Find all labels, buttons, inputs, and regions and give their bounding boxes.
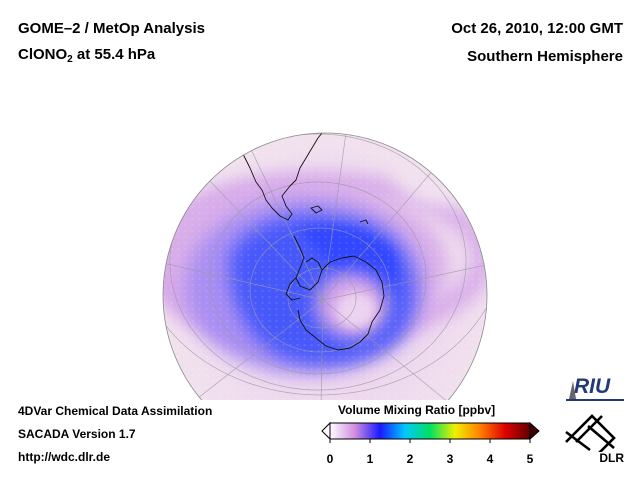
dlr-logo-mark <box>565 414 616 452</box>
colorbar-tick-label: 2 <box>406 452 414 466</box>
field-layer <box>163 133 487 400</box>
antarctica-coast <box>293 235 385 351</box>
south-georgia <box>359 219 369 225</box>
pixel-texture <box>163 133 487 400</box>
colorbar-body <box>329 422 531 440</box>
colorbar-title: Volume Mixing Ratio [ppbv] <box>338 403 496 417</box>
footer-version: SACADA Version 1.7 <box>18 427 136 441</box>
weddell-shelf <box>305 257 323 271</box>
riu-logo-text: RIU <box>574 375 611 398</box>
hemisphere-label: Southern Hemisphere <box>467 48 623 65</box>
footer-method: 4DVar Chemical Data Assimilation <box>18 404 213 418</box>
colorbar-tick-label: 0 <box>326 452 334 466</box>
colorbar-ticks <box>329 439 531 443</box>
antarctic-peninsula <box>285 277 301 301</box>
madagascar <box>467 159 479 185</box>
globe-map <box>162 132 488 400</box>
colorbar-min-arrow <box>321 421 331 441</box>
riu-logo-spike <box>569 381 576 399</box>
species-subscript: 2 <box>67 54 73 65</box>
pressure-level-label: at 55.4 hPa <box>72 46 156 63</box>
colorbar <box>321 421 540 443</box>
colorbar-tick-label: 1 <box>366 452 374 466</box>
colorbar-tick-label: 4 <box>486 452 494 466</box>
dlr-logo-text: DLR <box>599 451 624 465</box>
colorbar-max-arrow <box>529 421 540 441</box>
colorbar-tick-label: 3 <box>446 452 454 466</box>
date-label: Oct 26, 2010, 12:00 GMT <box>451 20 623 37</box>
falklands <box>310 205 323 214</box>
globe-outline <box>162 132 488 400</box>
south-america-coast <box>221 133 335 221</box>
title-line-1: GOME–2 / MetOp Analysis <box>18 20 205 37</box>
riu-logo: RIU <box>566 375 624 401</box>
species-label: ClONO <box>18 46 68 63</box>
footer-url: http://wdc.dlr.de <box>18 450 110 464</box>
title-line-2: ClONO2 at 55.4 hPa <box>18 46 156 65</box>
colorbar-tick-label: 5 <box>526 452 534 466</box>
